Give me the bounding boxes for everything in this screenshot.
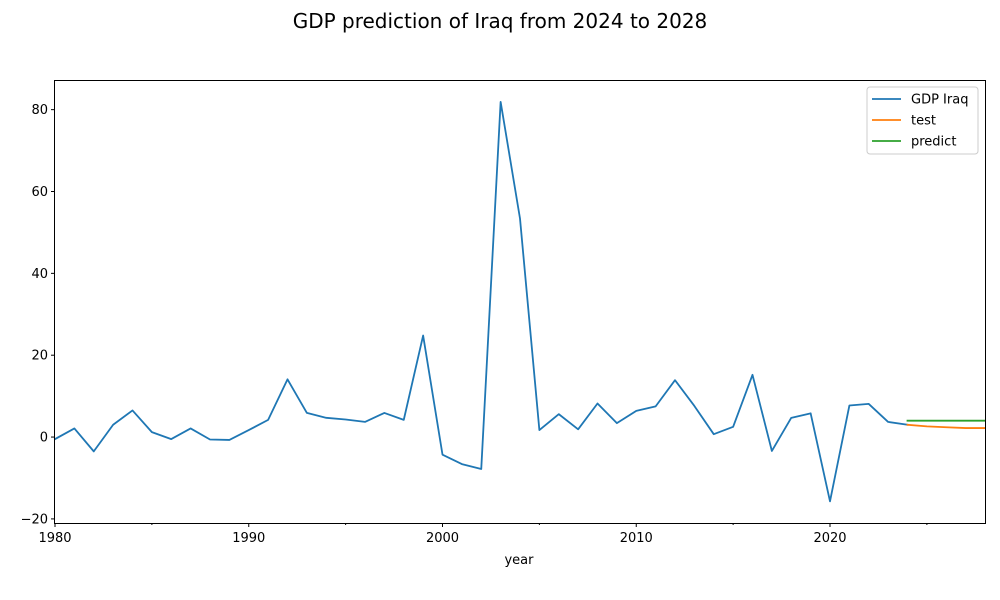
legend: GDP Iraq test predict — [866, 86, 979, 155]
y-tick-label: 0 — [40, 431, 48, 446]
x-axis: 1980 1990 2000 2010 2020 — [38, 523, 928, 546]
y-tick-label: 80 — [31, 103, 48, 118]
y-tick-label: −20 — [21, 512, 48, 527]
y-axis: −20 0 20 40 60 80 — [21, 103, 55, 527]
y-tick-label: 60 — [31, 185, 48, 200]
legend-box — [866, 86, 979, 155]
series-line-1 — [906, 423, 986, 429]
x-tick-label: 2020 — [813, 531, 846, 546]
series-line-0 — [53, 100, 909, 503]
y-tick-label: 40 — [31, 267, 48, 282]
x-tick-label: 1980 — [38, 531, 71, 546]
axes-frame — [54, 80, 986, 524]
legend-label-0: GDP Iraq — [911, 93, 968, 108]
legend-label-2: predict — [911, 135, 956, 150]
x-axis-label: year — [504, 553, 534, 568]
legend-label-1: test — [911, 114, 936, 129]
x-tick-label: 2010 — [620, 531, 653, 546]
x-tick-label: 1990 — [232, 531, 265, 546]
x-tick-label: 2000 — [426, 531, 459, 546]
chart-title: GDP prediction of Iraq from 2024 to 2028 — [293, 9, 708, 33]
plot-area — [53, 100, 986, 503]
y-tick-label: 20 — [31, 349, 48, 364]
